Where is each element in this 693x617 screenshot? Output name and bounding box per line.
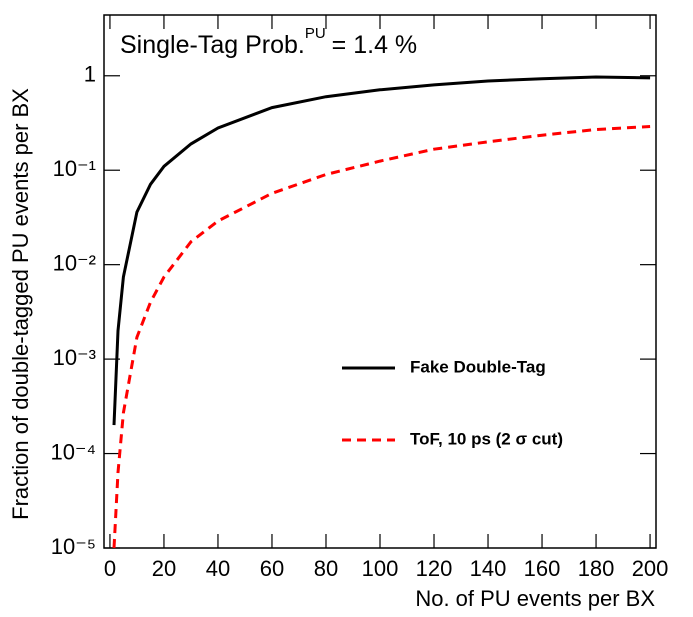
legend-label: Fake Double-Tag [410, 357, 546, 376]
x-tick-label: 160 [524, 556, 561, 581]
series-line [112, 75, 651, 426]
y-tick-label: 10⁻⁵ [51, 534, 96, 559]
x-tick-label: 140 [470, 556, 507, 581]
y-tick-label: 1 [84, 62, 96, 87]
title-main: Single-Tag Prob. [120, 31, 305, 59]
x-tick-label: 180 [578, 556, 615, 581]
series-line [112, 125, 651, 549]
x-tick-label: 0 [104, 556, 116, 581]
y-tick-label: 10⁻³ [53, 345, 96, 370]
y-tick-label: 10⁻⁴ [50, 439, 96, 464]
chart-title: Single-Tag Prob.PU = 1.4 % [120, 25, 417, 59]
x-tick-label: 40 [206, 556, 230, 581]
x-tick-label: 100 [362, 556, 399, 581]
plot-frame [103, 14, 657, 549]
x-tick-label: 20 [152, 556, 176, 581]
x-axis-label: No. of PU events per BX [415, 586, 655, 611]
x-tick-label: 80 [314, 556, 338, 581]
title-superscript: PU [305, 25, 326, 42]
y-tick-label: 10⁻¹ [53, 156, 96, 181]
x-tick-label: 60 [260, 556, 284, 581]
legend-label: ToF, 10 ps (2 σ cut) [410, 429, 563, 448]
x-tick-label: 120 [416, 556, 453, 581]
y-axis-label: Fraction of double-tagged PU events per … [8, 88, 33, 520]
y-tick-label: 10⁻² [53, 250, 96, 275]
x-tick-label: 200 [632, 556, 669, 581]
title-suffix: = 1.4 % [332, 31, 417, 59]
